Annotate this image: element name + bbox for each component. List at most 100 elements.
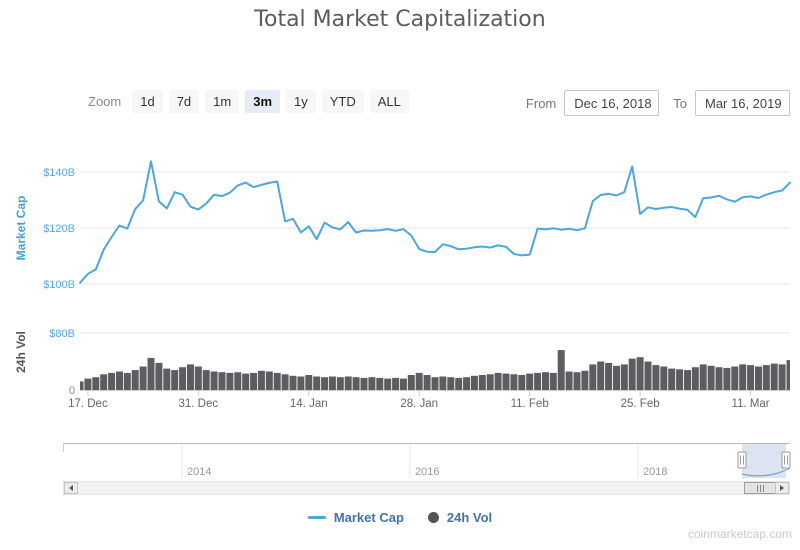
- volume-bar: [589, 364, 597, 391]
- range-selector: Zoom 1d 7d 1m 3m 1y YTD ALL: [88, 90, 412, 113]
- right-arrow-icon: [780, 485, 784, 491]
- y-axis-tick-label: $140B: [43, 167, 75, 179]
- volume-bar: [297, 376, 305, 390]
- volume-bar: [652, 365, 660, 390]
- scrollbar-thumb[interactable]: [744, 482, 777, 494]
- volume-bar: [360, 377, 368, 390]
- volume-bar: [344, 376, 352, 390]
- volume-bar: [163, 368, 171, 390]
- volume-bar: [289, 375, 297, 391]
- x-axis-tick-label: 28. Jan: [400, 398, 438, 410]
- zoom-button-1y[interactable]: 1y: [286, 90, 316, 113]
- volume-bar: [447, 377, 455, 390]
- volume-bar: [423, 375, 431, 390]
- volume-bar: [628, 358, 636, 390]
- volume-bar: [581, 370, 589, 390]
- from-date-input[interactable]: [564, 90, 660, 116]
- volume-bar: [218, 372, 226, 390]
- volume-bar: [557, 350, 565, 390]
- volume-bar: [155, 362, 163, 390]
- x-axis-tick-label: 11. Mar: [731, 398, 769, 410]
- volume-bar: [526, 373, 534, 390]
- navigator-handle-right[interactable]: [781, 451, 791, 469]
- navigator-handle-left[interactable]: [737, 451, 747, 469]
- chart-title: Total Market Capitalization: [254, 7, 546, 32]
- line-swatch-icon: [307, 516, 326, 519]
- circle-swatch-icon: [427, 512, 439, 523]
- volume-bar: [399, 378, 407, 390]
- volume-bar: [786, 360, 790, 390]
- volume-bar: [368, 377, 376, 390]
- legend-item-24h-vol[interactable]: 24h Vol: [427, 510, 493, 525]
- volume-bar: [376, 377, 384, 390]
- volume-bar: [534, 372, 542, 390]
- volume-bar: [321, 377, 329, 390]
- volume-bar: [715, 367, 723, 390]
- zoom-button-1m[interactable]: 1m: [205, 90, 240, 113]
- legend-label-24h-vol: 24h Vol: [446, 510, 493, 525]
- volume-bar: [676, 369, 684, 390]
- volume-bar: [747, 365, 755, 390]
- volume-bar: [644, 361, 652, 390]
- zoom-label: Zoom: [88, 94, 122, 109]
- volume-bar: [187, 364, 194, 391]
- volume-bar: [605, 362, 613, 390]
- zoom-button-all[interactable]: ALL: [369, 90, 409, 113]
- scrollbar-left-arrow-button[interactable]: [64, 482, 78, 494]
- volume-bar: [699, 364, 707, 391]
- volume-bar: [407, 375, 415, 390]
- left-arrow-icon: [69, 485, 73, 491]
- legend-label-market-cap: Market Cap: [333, 510, 404, 525]
- volume-bar: [352, 377, 360, 390]
- volume-bar: [684, 370, 691, 390]
- volume-bar: [242, 373, 250, 390]
- volume-bar: [542, 372, 549, 390]
- volume-bar: [494, 372, 502, 390]
- volume-bar: [486, 374, 494, 390]
- navigator-year-label: 2014: [187, 466, 211, 478]
- volume-bar: [518, 375, 526, 390]
- volume-bar: [668, 368, 676, 390]
- volume-bar: [439, 376, 447, 390]
- navigator-year-label: 2016: [415, 466, 439, 478]
- zoom-button-7d[interactable]: 7d: [168, 90, 200, 113]
- volume-bar: [202, 370, 210, 390]
- volume-bar: [116, 371, 123, 390]
- volume-bar: [92, 377, 100, 390]
- volume-bar: [636, 357, 644, 390]
- x-axis-tick-label: 31. Dec: [179, 398, 219, 410]
- zoom-button-3m[interactable]: 3m: [245, 90, 281, 113]
- to-label: To: [673, 95, 687, 111]
- volume-bar: [147, 357, 155, 390]
- volume-bar: [80, 381, 84, 390]
- navigator-scrollbar[interactable]: [63, 481, 790, 495]
- volume-bar: [707, 365, 715, 390]
- volume-bar: [510, 374, 518, 390]
- volume-bar: [778, 364, 786, 391]
- navigator-selected-range[interactable]: [742, 444, 786, 478]
- volume-bar: [762, 365, 770, 390]
- volume-bar: [660, 366, 668, 390]
- volume-bar: [755, 366, 762, 390]
- volume-bar: [691, 367, 699, 390]
- volume-bar: [100, 374, 108, 390]
- navigator-year-label: 2018: [643, 466, 667, 478]
- to-date-input[interactable]: [695, 90, 790, 116]
- volume-bar: [470, 375, 478, 391]
- scrollbar-right-arrow-button[interactable]: [775, 482, 789, 494]
- zoom-button-1d[interactable]: 1d: [132, 90, 163, 113]
- zoom-button-ytd[interactable]: YTD: [321, 90, 364, 113]
- scrollbar-grip-icon: [760, 484, 761, 492]
- volume-bar: [620, 364, 628, 391]
- legend: Market Cap 24h Vol: [0, 510, 800, 525]
- navigator-mini-line: [741, 467, 791, 477]
- x-axis-tick-label: 25. Feb: [621, 398, 660, 410]
- volume-bar: [770, 363, 778, 390]
- volume-bar: [139, 366, 147, 390]
- volume-bar: [431, 377, 439, 390]
- legend-item-market-cap[interactable]: Market Cap: [307, 510, 404, 525]
- volume-bar: [273, 372, 281, 390]
- volume-bar: [573, 372, 581, 390]
- volume-bar: [265, 371, 273, 390]
